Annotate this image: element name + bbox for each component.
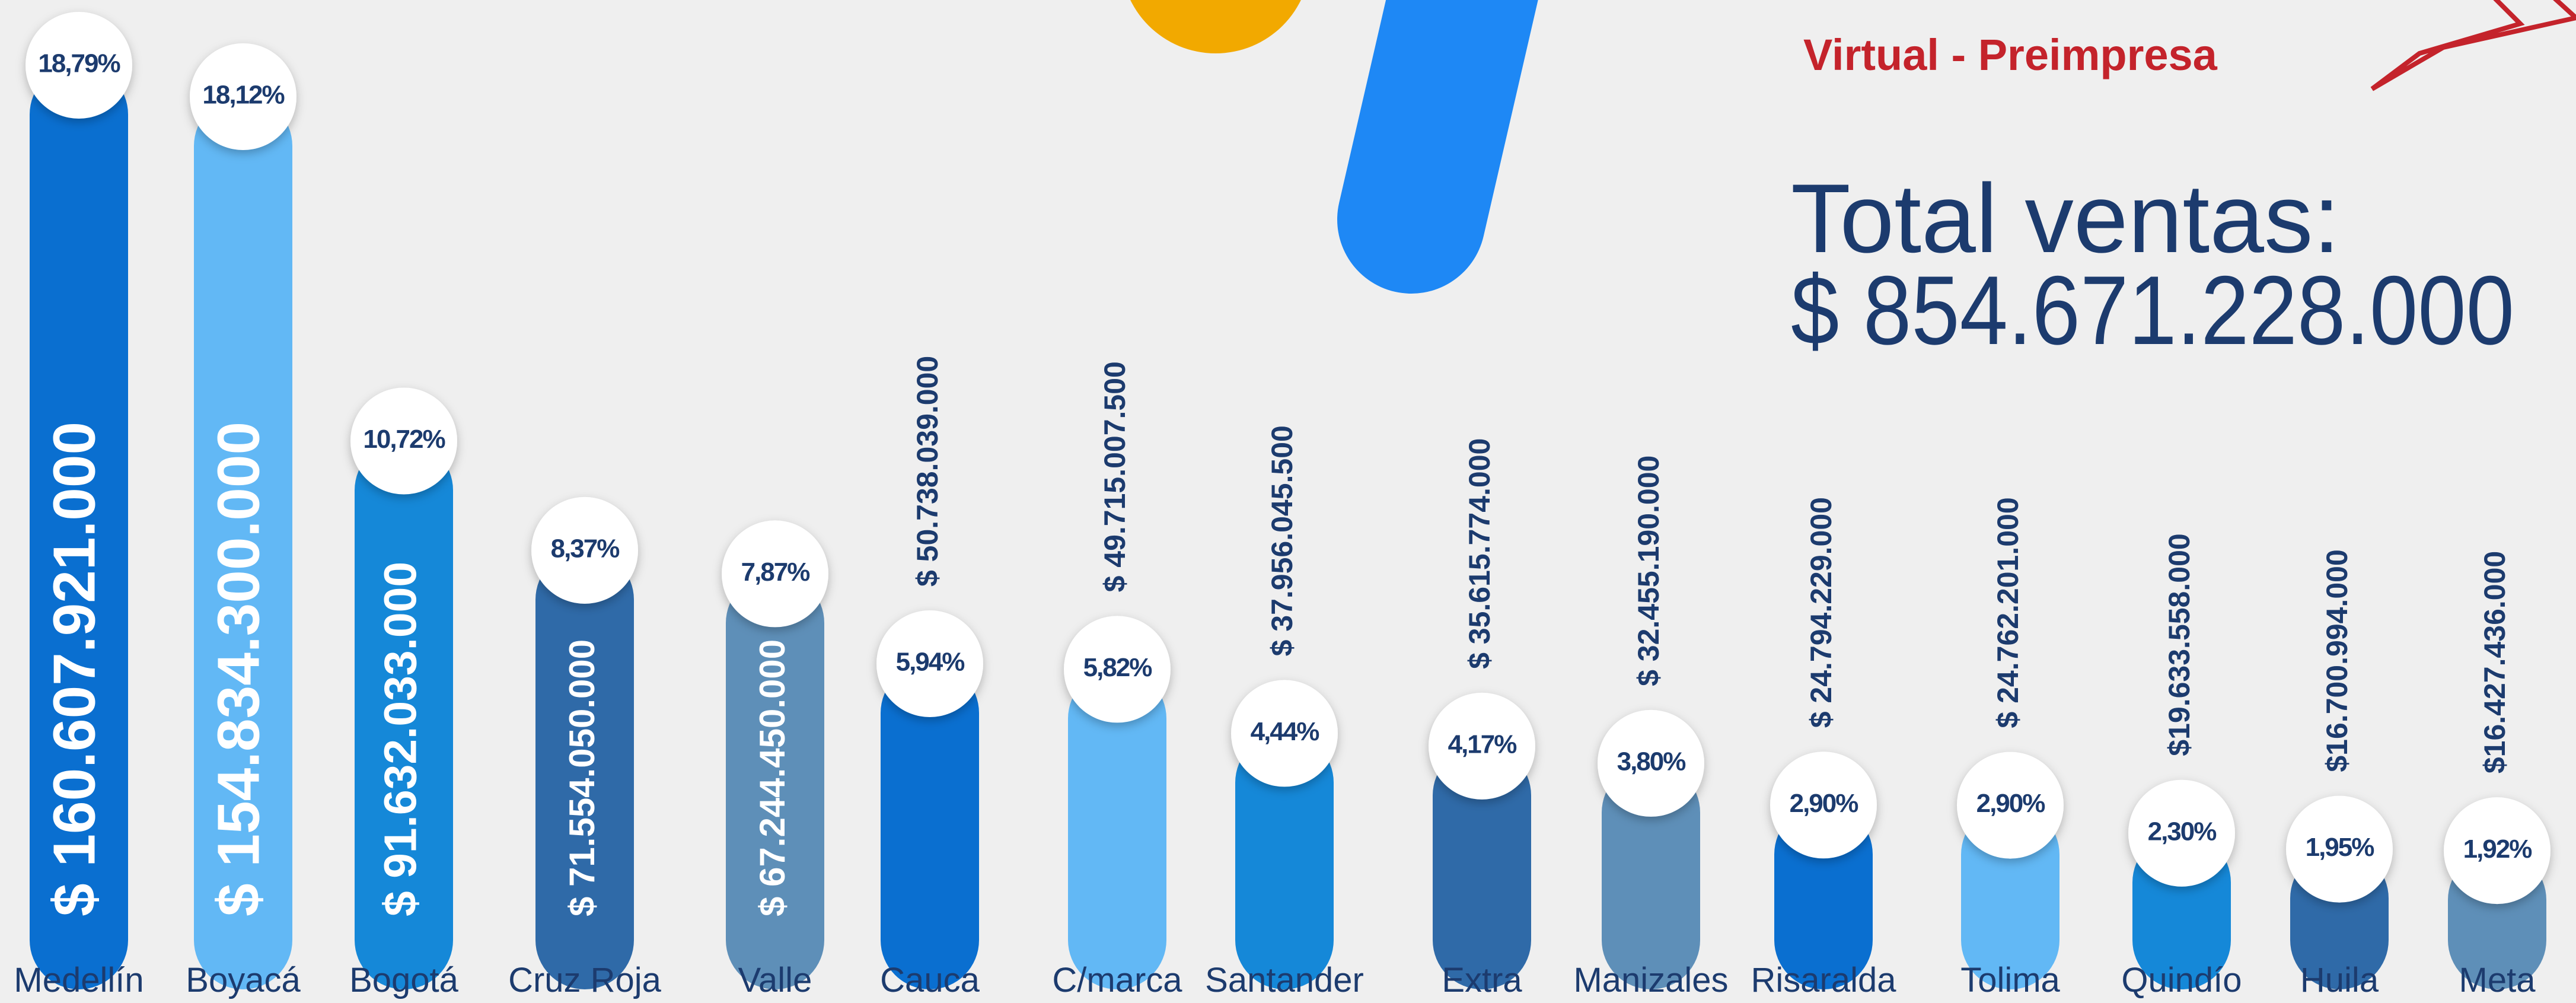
share-badge: [2286, 795, 2393, 903]
share-badge: [876, 610, 983, 718]
share-label: 2,90%: [1976, 789, 2045, 818]
share-badge: [350, 387, 457, 495]
share-label: 3,80%: [1617, 747, 1686, 776]
decor-stroke: [1337, 0, 1538, 294]
value-label: $ 160.607.921.000: [41, 422, 107, 916]
bar: [881, 664, 979, 989]
bar: [535, 550, 634, 989]
share-badge: [1231, 680, 1338, 787]
share-badge: [2444, 797, 2551, 905]
share-label: 2,30%: [2148, 817, 2217, 846]
value-label: $ 67.244.450.000: [753, 639, 792, 916]
category-label: Boyacá: [186, 961, 301, 999]
bar: [1433, 746, 1531, 989]
category-label: Valle: [738, 961, 812, 999]
value-label: $ 154.834.300.000: [205, 422, 272, 916]
category-label: Santander: [1205, 961, 1364, 999]
total-value: $ 854.671.228.000: [1791, 256, 2514, 365]
share-badge: [190, 43, 297, 151]
bar: [726, 574, 824, 989]
share-label: 18,79%: [38, 49, 120, 78]
value-label: $ 50.738.039.000: [911, 356, 944, 587]
value-label: $ 32.455.190.000: [1632, 456, 1665, 686]
category-label: Risaralda: [1751, 961, 1897, 999]
category-label: C/marca: [1052, 961, 1182, 999]
category-label: Extra: [1442, 961, 1522, 999]
share-badge: [722, 520, 828, 628]
share-label: 10,72%: [363, 425, 445, 454]
subtitle: Virtual - Preimpresa: [1803, 30, 2218, 79]
share-label: 8,37%: [551, 534, 620, 563]
share-label: 5,94%: [896, 648, 965, 677]
share-label: 4,44%: [1251, 717, 1319, 746]
share-badge: [531, 496, 638, 604]
value-label: $16.700.994.000: [2320, 549, 2354, 772]
bar: [30, 65, 128, 989]
share-badge: [1770, 752, 1877, 859]
category-label: Manizales: [1573, 961, 1728, 999]
share-badge: [1598, 709, 1704, 817]
category-label: Bogotá: [349, 961, 459, 999]
category-label: Tolima: [1960, 961, 2060, 999]
share-badge: [1429, 692, 1535, 800]
category-label: Medellín: [14, 961, 144, 999]
value-label: $ 35.615.774.000: [1463, 438, 1496, 669]
total-label: Total ventas:: [1791, 164, 2340, 273]
bar: [355, 441, 453, 989]
share-label: 4,17%: [1448, 730, 1517, 759]
share-badge: [1064, 616, 1171, 723]
share-label: 1,95%: [2306, 833, 2374, 862]
value-label: $ 71.554.050.000: [562, 639, 602, 916]
bar: [1068, 669, 1166, 989]
share-badge: [25, 12, 132, 119]
value-label: $ 49.715.007.500: [1098, 361, 1131, 592]
value-label: $ 91.632.033.000: [375, 562, 426, 916]
category-label: Quindío: [2121, 961, 2242, 999]
value-label: $19.633.558.000: [2163, 533, 2196, 756]
bar: [1602, 763, 1700, 989]
share-label: 7,87%: [741, 558, 810, 587]
category-label: Huila: [2300, 961, 2379, 999]
share-label: 1,92%: [2463, 835, 2532, 864]
category-label: Cruz Roja: [508, 961, 662, 999]
value-label: $ 37.956.045.500: [1265, 425, 1299, 656]
category-label: Meta: [2459, 961, 2536, 999]
value-label: $ 24.794.229.000: [1805, 497, 1838, 728]
share-badge: [1957, 752, 2064, 859]
share-badge: [2128, 779, 2235, 887]
share-label: 18,12%: [202, 81, 284, 110]
value-label: $ 24.762.201.000: [1991, 497, 2025, 728]
value-label: $16.427.436.000: [2478, 551, 2511, 773]
bar: [1235, 733, 1334, 989]
share-label: 2,90%: [1790, 789, 1858, 818]
decor-star: [2370, 0, 2576, 91]
share-label: 5,82%: [1083, 653, 1152, 682]
bar: [194, 97, 292, 989]
decor-circle: [1130, 0, 1301, 53]
category-label: Cauca: [880, 961, 980, 999]
